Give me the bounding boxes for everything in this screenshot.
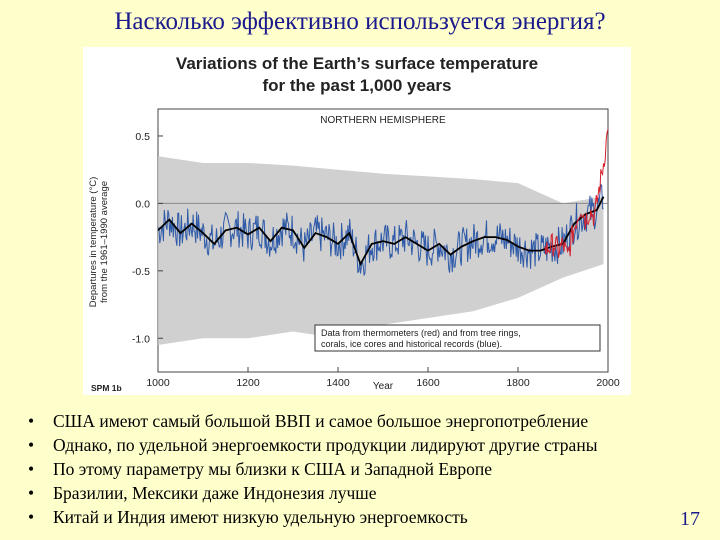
note-line-1: Data from thermometers (red) and from tr… [321, 328, 521, 338]
x-tick-label: 1600 [416, 377, 440, 389]
y-tick-label: 0.5 [135, 131, 150, 143]
chart-title: Variations of the Earth’s surface temper… [176, 54, 538, 73]
y-tick-label: -0.5 [132, 266, 150, 278]
figure-code: SPM 1b [91, 383, 122, 393]
bullet-item: • Однако, по удельной энергоемкости проду… [28, 433, 668, 457]
smoothed-series-line [157, 196, 605, 267]
xlabel: Year [373, 381, 394, 392]
x-tick-label: 2000 [596, 377, 620, 389]
ylabel: Departures in temperature (°C) [88, 177, 99, 308]
page-number: 17 [680, 508, 700, 530]
note-box [314, 324, 601, 352]
thermometer-series-line [544, 129, 609, 258]
x-tick-label: 1200 [236, 377, 260, 389]
ylabel-group: Departures in temperature (°C) from the … [88, 177, 110, 308]
bullet-text: Китай и Индия имеют низкую удельную энер… [53, 507, 468, 527]
bullet-glyph: • [28, 411, 35, 431]
ylabel-secondary: from the 1961–1990 average [99, 181, 110, 303]
bullet-text: США имеют самый большой ВВП и самое боль… [53, 411, 589, 431]
x-tick-label: 1000 [146, 377, 170, 389]
bullet-glyph: • [28, 435, 35, 455]
bullet-item: • США имеют самый большой ВВП и самое бол… [28, 409, 668, 433]
y-tick-label: -1.0 [132, 333, 150, 345]
x-tick-label: 1800 [506, 377, 530, 389]
bullet-text: По этому параметру мы близки к США и Зап… [53, 459, 492, 479]
note-line-2: corals, ice cores and historical records… [321, 339, 502, 349]
bullet-item: • Бразилии, Мексики даже Индонезия лучше [28, 481, 668, 505]
slide-title: Насколько эффективно используется энерги… [114, 8, 606, 35]
chart-subtitle: for the past 1,000 years [263, 76, 452, 95]
bullet-item: • По этому параметру мы близки к США и За… [28, 457, 668, 481]
x-tick-label: 1400 [326, 377, 350, 389]
bullet-list: • США имеют самый большой ВВП и самое бол… [28, 409, 668, 529]
bullet-glyph: • [28, 459, 35, 479]
bullet-item: • Китай и Индия имеют низкую удельную эне… [28, 505, 668, 529]
bullet-text: Бразилии, Мексики даже Индонезия лучше [53, 483, 377, 503]
bullet-text: Однако, по удельной энергоемкости продук… [53, 435, 598, 455]
y-tick-label: 0.0 [135, 198, 150, 210]
panel-label: NORTHERN HEMISPHERE [320, 115, 446, 126]
temperature-chart: Variations of the Earth’s surface temper… [83, 47, 631, 395]
bullet-glyph: • [28, 507, 35, 527]
bullet-glyph: • [28, 483, 35, 503]
